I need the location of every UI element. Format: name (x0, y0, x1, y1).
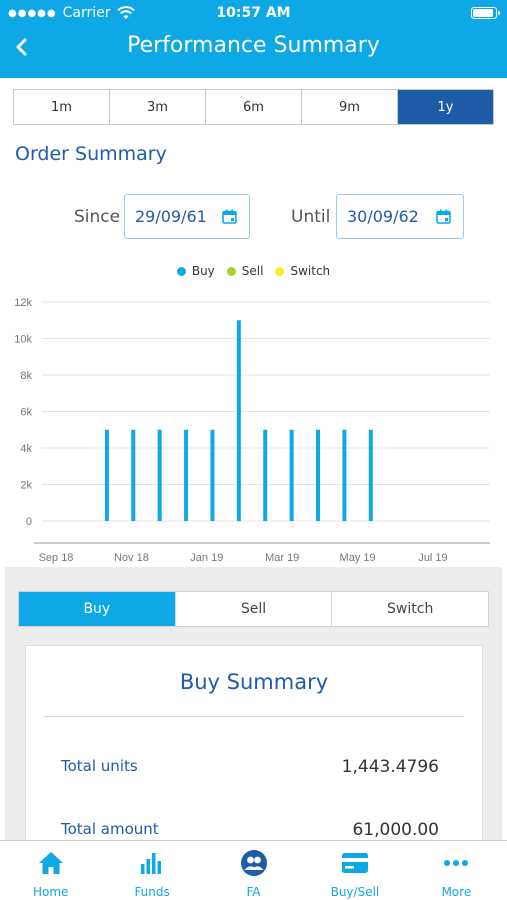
chevron-left-icon (16, 38, 27, 56)
legend-label-switch: Switch (290, 264, 331, 278)
wifi-icon (116, 6, 135, 19)
total-units-value: 1,443.4796 (341, 757, 439, 777)
tabbar-home-label: Home (32, 885, 69, 899)
chart-bar (289, 429, 294, 521)
until-date-field[interactable]: 30/09/62 (336, 194, 464, 239)
people-icon (240, 850, 267, 876)
x-tick-label: Jan 19 (190, 552, 223, 564)
y-tick-label: 0 (26, 516, 32, 528)
more-icon (444, 860, 469, 866)
x-tick-label: Jul 19 (418, 552, 447, 564)
legend-item-sell[interactable]: Sell (226, 264, 264, 278)
calendar-icon (436, 209, 451, 224)
total-units-label: Total units (61, 757, 138, 775)
total-amount-label: Total amount (61, 820, 159, 838)
carrier-label: Carrier (62, 5, 111, 21)
legend-item-buy[interactable]: Buy (176, 264, 215, 278)
chart-bar (236, 320, 241, 521)
x-tick-label: May 19 (340, 552, 376, 564)
status-bar: ●●●●● Carrier 10:57 AM (0, 0, 507, 26)
range-tab-1y[interactable]: 1y (398, 90, 493, 124)
y-tick-label: 4k (20, 443, 32, 455)
divider (44, 716, 464, 717)
tab-switch[interactable]: Switch (387, 601, 434, 617)
x-tick-label: Mar 19 (265, 552, 299, 564)
chart-bar (157, 429, 162, 521)
card-icon (341, 853, 368, 873)
legend-dot-sell (226, 266, 236, 276)
tabbar-home[interactable]: Home (0, 841, 101, 900)
chart-bar (104, 429, 109, 521)
range-tabs: 1m 3m 6m 9m 1y (13, 89, 494, 125)
since-date-field[interactable]: 29/09/61 (124, 194, 250, 239)
buy-summary-title: Buy Summary (179, 670, 329, 694)
tabbar-buysell-label: Buy/Sell (330, 885, 380, 899)
order-type-tabs: Buy Sell Switch (18, 591, 489, 627)
legend-label-sell: Sell (241, 264, 264, 278)
tabbar-buysell[interactable]: Buy/Sell (304, 841, 405, 900)
y-tick-label: 6k (20, 407, 32, 419)
range-tab-1m[interactable]: 1m (14, 90, 110, 124)
bottom-tab-bar: Home Funds FA (0, 840, 507, 900)
bar-chart-icon (141, 853, 162, 874)
until-date-value: 30/09/62 (347, 207, 419, 226)
chart-bar (263, 429, 268, 521)
legend-dot-switch (275, 266, 285, 276)
back-button[interactable] (8, 34, 34, 60)
legend-dot-buy (176, 266, 186, 276)
tabbar-funds-label: Funds (134, 885, 170, 899)
y-tick-label: 2k (20, 480, 32, 492)
range-tab-3m[interactable]: 3m (110, 90, 206, 124)
status-time: 10:57 AM (216, 5, 291, 21)
page-title: Performance Summary (127, 33, 380, 58)
until-label: Until (291, 207, 331, 227)
chart-bar (342, 429, 347, 521)
chart-bar (210, 429, 215, 521)
legend-item-switch[interactable]: Switch (275, 264, 330, 278)
calendar-icon (222, 209, 237, 224)
chart-legend: Buy Sell Switch (0, 264, 507, 278)
x-tick-label: Sep 18 (39, 552, 74, 564)
tabbar-more[interactable]: More (406, 841, 507, 900)
signal-icon: ●●●●● (8, 7, 57, 19)
battery-icon (471, 7, 500, 19)
chart-bar (184, 429, 189, 521)
tabbar-fa[interactable]: FA (203, 841, 304, 900)
y-tick-label: 12k (14, 297, 32, 309)
tab-buy[interactable]: Buy (19, 592, 176, 626)
since-date-value: 29/09/61 (135, 207, 207, 226)
status-left: ●●●●● Carrier (8, 5, 135, 21)
range-tab-9m[interactable]: 9m (302, 90, 398, 124)
order-summary-title: Order Summary (15, 143, 167, 165)
tabbar-more-label: More (441, 885, 472, 899)
tabbar-funds[interactable]: Funds (101, 841, 202, 900)
app-header: ●●●●● Carrier 10:57 AM Performance Summa… (0, 0, 507, 78)
x-tick-label: Nov 18 (114, 552, 149, 564)
tabbar-fa-label: FA (246, 885, 261, 899)
since-label: Since (74, 207, 121, 227)
buy-summary-card: Buy Summary Total units 1,443.4796 Total… (25, 645, 483, 845)
total-amount-value: 61,000.00 (352, 820, 439, 840)
chart-bar (368, 429, 373, 521)
home-icon (38, 852, 63, 874)
legend-label-buy: Buy (191, 264, 215, 278)
tab-sell[interactable]: Sell (176, 592, 333, 626)
range-tab-6m[interactable]: 6m (206, 90, 302, 124)
order-chart: 0 2k 4k 6k 8k 10k 12k Sep 18 Nov 18 Jan 19 Mar 19 M… (14, 297, 490, 564)
y-tick-label: 10k (14, 334, 32, 346)
chart-bar (131, 429, 136, 521)
y-tick-label: 8k (20, 370, 32, 382)
chart-bar (316, 429, 321, 521)
